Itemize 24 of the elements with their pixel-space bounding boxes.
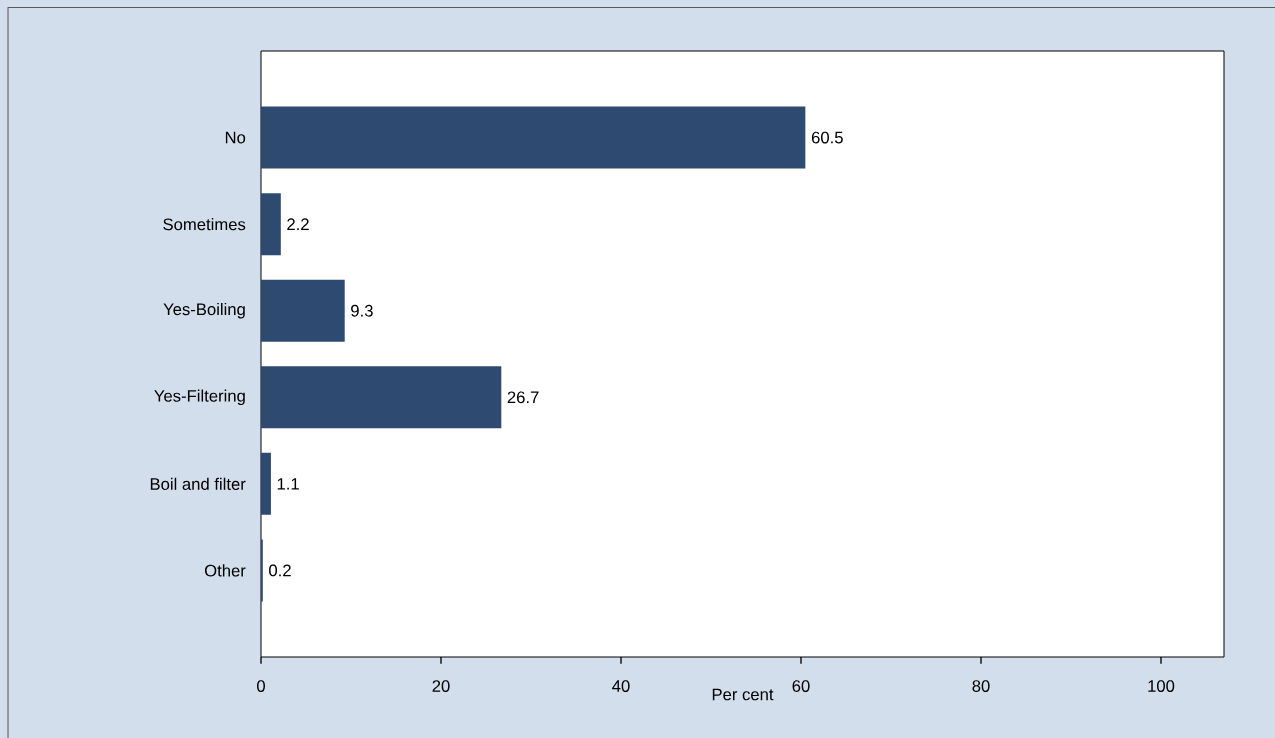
x-tick-label: 100 (1148, 680, 1175, 692)
y-tick-label: Yes-Filtering (154, 389, 245, 406)
y-tick-label: No (225, 131, 246, 144)
data-label: 60.5 (811, 131, 843, 144)
data-label: 0.2 (269, 564, 291, 577)
y-tick-label: Boil and filter (150, 477, 246, 490)
x-tick-label: 0 (257, 680, 265, 692)
data-label: 9.3 (351, 304, 373, 317)
x-tick-label: 40 (612, 680, 630, 692)
bar (261, 193, 281, 256)
bar (261, 279, 345, 342)
data-label: 2.2 (287, 218, 309, 230)
x-tick-label: 80 (972, 680, 990, 692)
y-tick-label: Yes-Boiling (163, 302, 245, 319)
y-tick-label: Sometimes (163, 218, 246, 231)
x-axis-title: Per cent (712, 688, 774, 701)
bar (261, 452, 271, 515)
data-label: 1.1 (277, 478, 299, 490)
bar (261, 106, 806, 169)
y-tick-label: Other (204, 564, 246, 577)
x-tick-label: 20 (432, 680, 450, 692)
x-tick-label: 60 (792, 680, 810, 692)
data-label: 26.7 (507, 391, 539, 404)
bar (261, 366, 502, 429)
